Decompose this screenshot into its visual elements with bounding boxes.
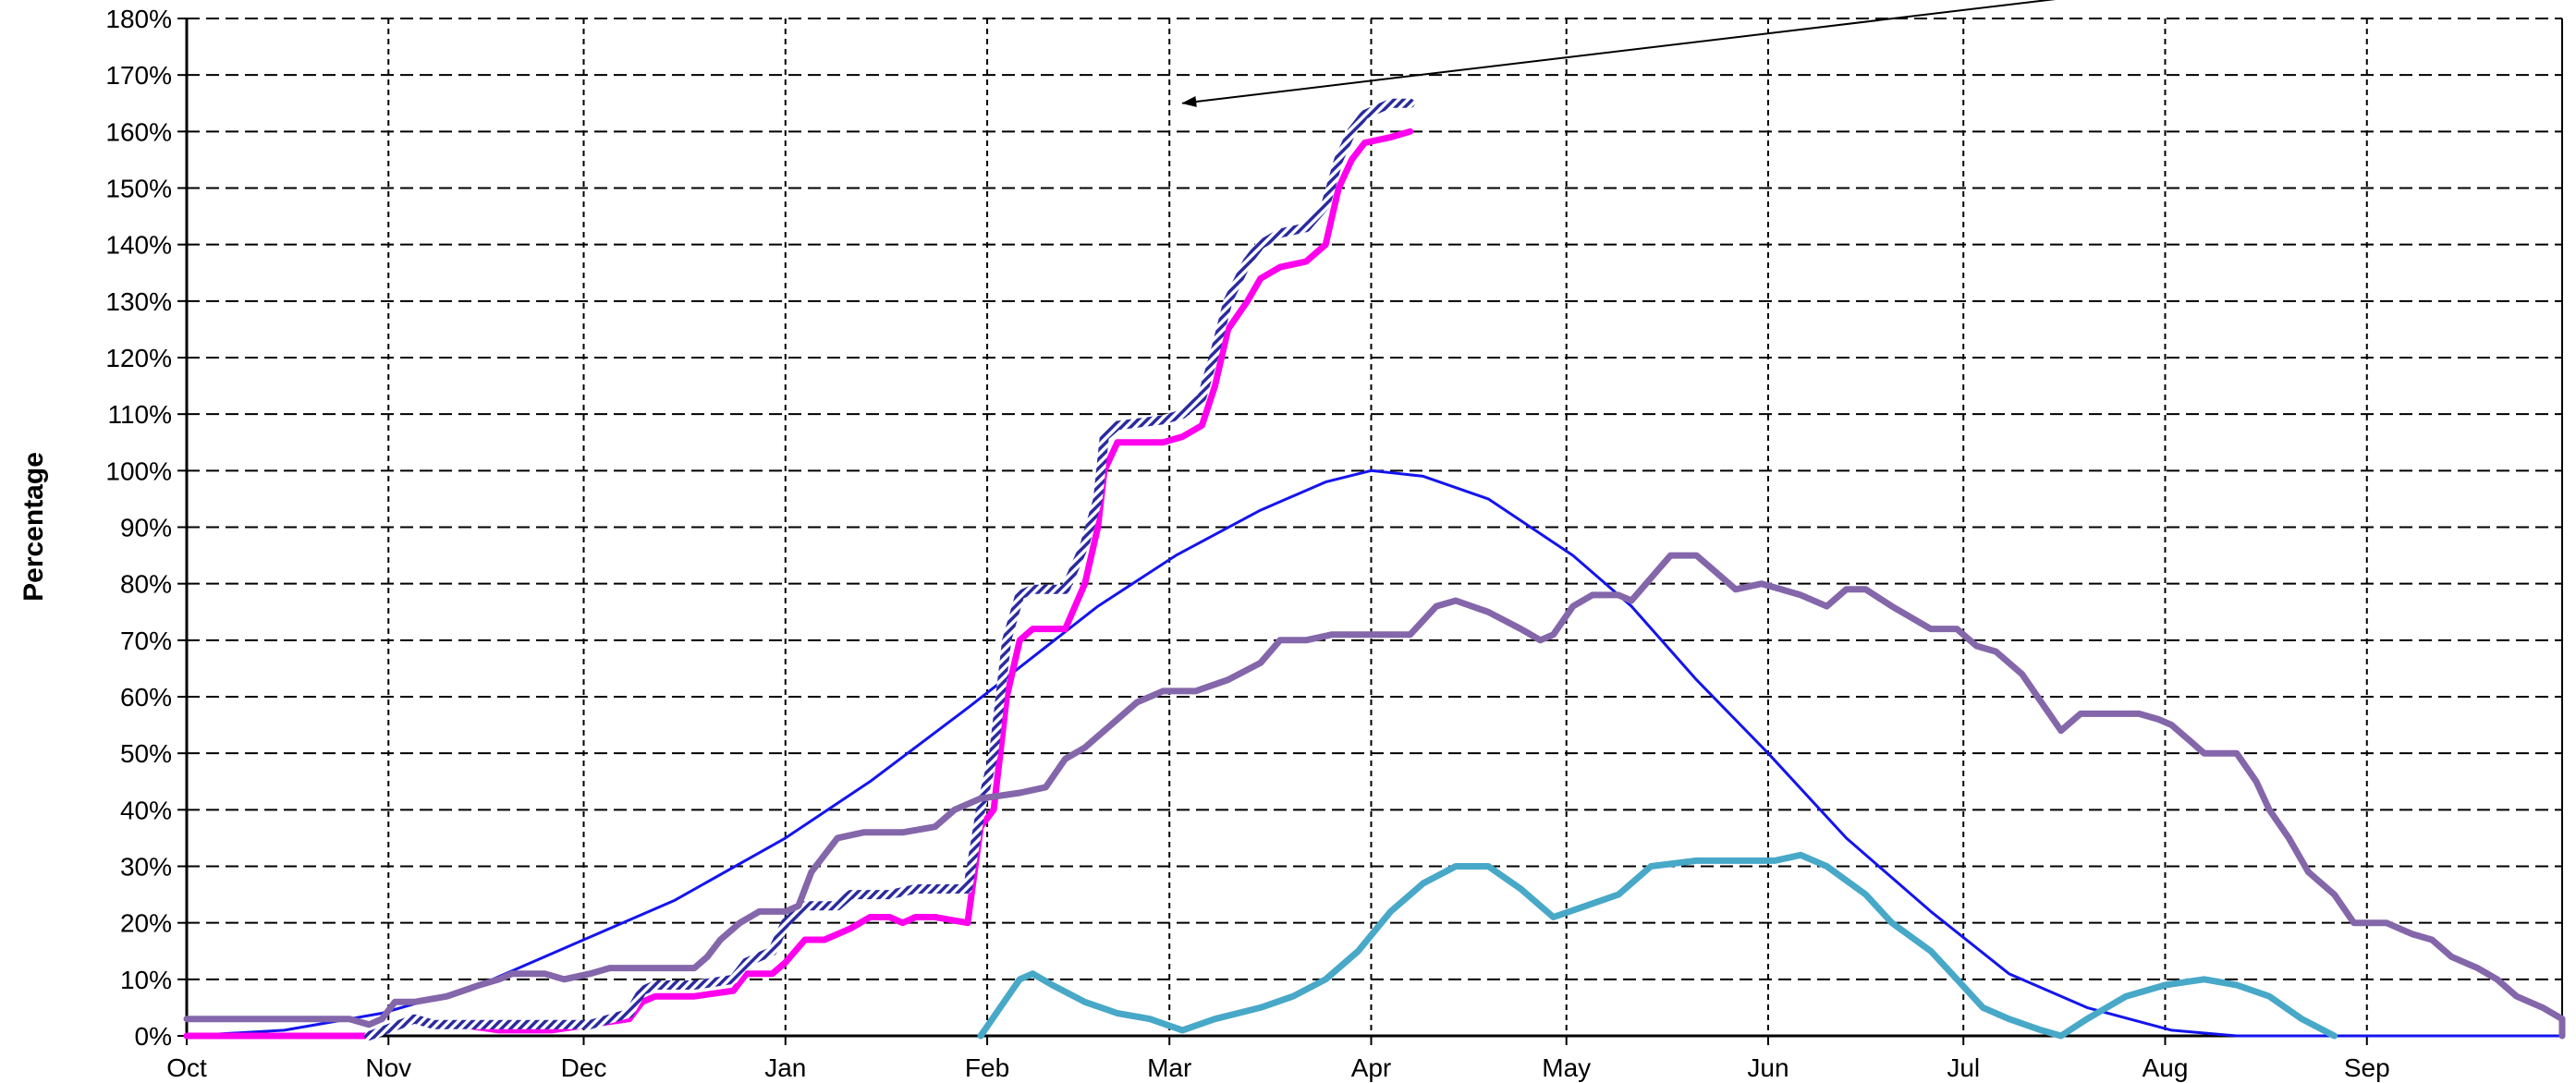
- y-tick-labels: 0% 10% 20% 30% 40% 50% 60% 70% 80% 90% 100% 110% 120…: [105, 5, 172, 1051]
- x-tick-label: Mar: [1147, 1053, 1191, 1082]
- x-tick-label: Dec: [561, 1053, 607, 1082]
- x-tick-label: Oct: [166, 1053, 207, 1082]
- y-tick-label: 20%: [120, 909, 172, 938]
- y-tick-label: 10%: [120, 966, 172, 994]
- y-tick-label: 100%: [105, 456, 172, 485]
- y-tick-label: 180%: [105, 5, 172, 33]
- x-tick-label: Apr: [1351, 1053, 1392, 1082]
- series-line: [183, 552, 2566, 1040]
- series-line: [364, 98, 1415, 1040]
- grid-lines: [187, 18, 2562, 1036]
- series-3: [183, 552, 2566, 1040]
- y-tick-label: 150%: [105, 175, 172, 203]
- y-tick-label: 130%: [105, 287, 172, 316]
- y-tick-label: 70%: [120, 627, 172, 655]
- x-tick-label: Jan: [764, 1053, 806, 1082]
- x-tick-label: Sep: [2344, 1053, 2390, 1082]
- y-tick-label: 50%: [120, 739, 172, 768]
- annotations: [1181, 0, 2057, 107]
- series-line: [185, 468, 2564, 1038]
- x-tick-labels: Oct Nov Dec Jan Feb Mar Apr May Jun Jul Aug Sep: [166, 1053, 2389, 1082]
- y-tick-label: 110%: [107, 400, 172, 429]
- series-0: [185, 468, 2564, 1038]
- x-tick-label: Nov: [365, 1053, 411, 1082]
- y-tick-label: 160%: [105, 117, 172, 146]
- y-tick-label: 40%: [120, 796, 172, 824]
- y-tick-label: 80%: [120, 570, 172, 599]
- x-tick-label: May: [1542, 1053, 1591, 1082]
- y-tick-label: 120%: [105, 344, 172, 372]
- data-series: [183, 98, 2566, 1040]
- x-tick-label: Feb: [965, 1053, 1009, 1082]
- series-4: [977, 851, 2338, 1040]
- y-tick-label: 140%: [105, 231, 172, 260]
- y-axis-title: Percentage: [18, 452, 49, 602]
- y-tick-label: 0%: [135, 1022, 172, 1051]
- x-tick-label: Jul: [1947, 1053, 1980, 1082]
- x-tick-label: Jun: [1747, 1053, 1789, 1082]
- y-tick-label: 170%: [105, 61, 172, 90]
- y-tick-label: 90%: [120, 514, 172, 542]
- y-tick-label: 30%: [120, 853, 172, 882]
- x-tick-label: Aug: [2143, 1053, 2189, 1082]
- series-line: [977, 851, 2338, 1040]
- annotation-arrow: [1181, 0, 2057, 107]
- series-2: [364, 98, 1415, 1040]
- y-tick-label: 60%: [120, 683, 172, 712]
- axes: [177, 18, 2563, 1045]
